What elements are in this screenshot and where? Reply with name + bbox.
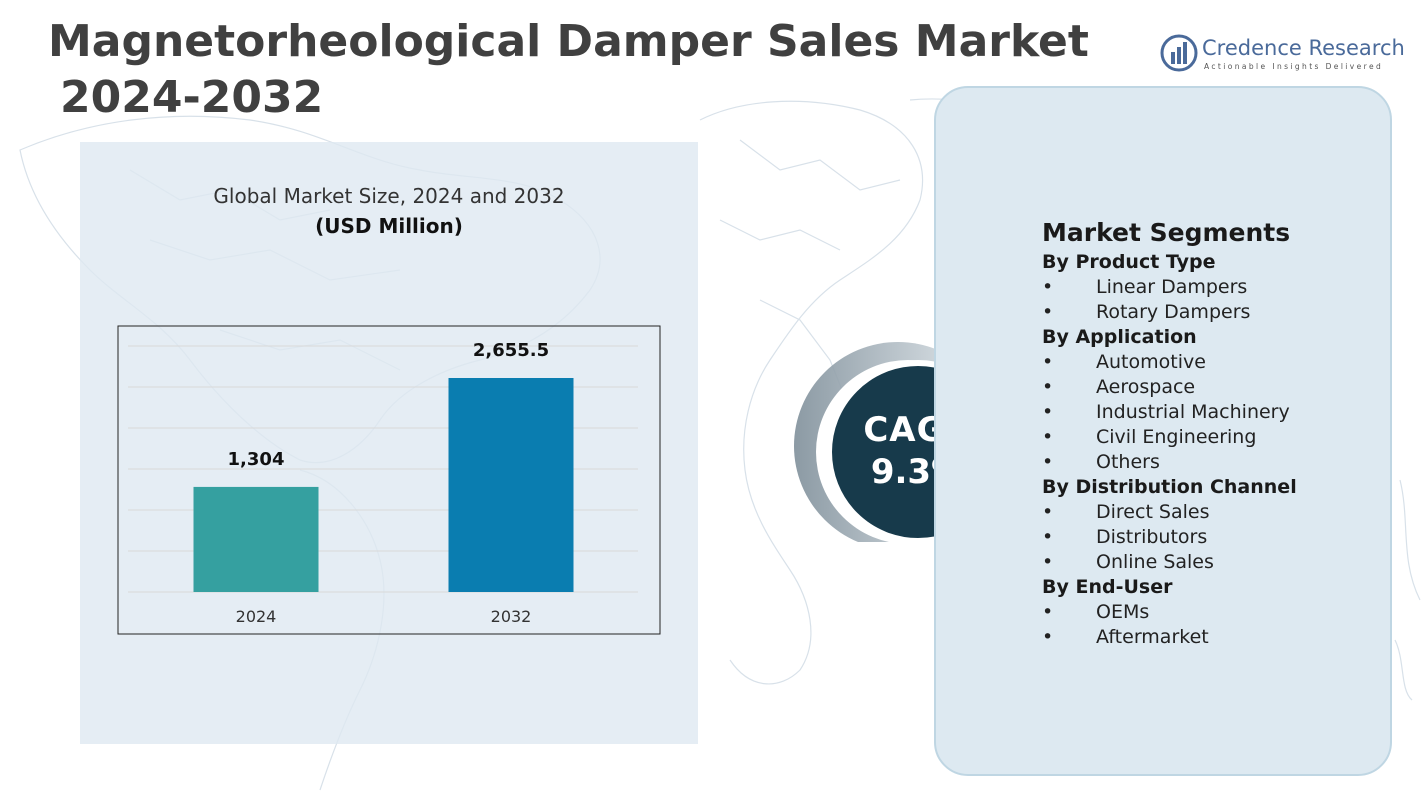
segment-group-title: By Product Type [1042,251,1216,273]
segment-item: Industrial Machinery [1042,400,1402,425]
segments-title: Market Segments [1042,218,1291,247]
chart-value-labels: 1,304 2,655.5 [228,340,550,470]
segment-item: Aftermarket [1042,625,1402,650]
chart-panel [80,142,698,744]
segment-item: Online Sales [1042,550,1402,575]
brand-logo: Credence Research Actionable Insights De… [1160,32,1405,78]
category-tick-label: 2024 [236,607,277,626]
bar-value-label: 2,655.5 [473,340,549,361]
brand-tagline: Actionable Insights Delivered [1204,62,1384,71]
segment-item: Distributors [1042,525,1402,550]
category-tick-label: 2032 [491,607,532,626]
chart-title: Global Market Size, 2024 and 2032 [213,184,565,208]
segment-group-title: By End-User [1042,576,1173,598]
brand-name: Credence Research [1202,36,1405,60]
market-size-bar-chart: 1,304 2,655.5 2024 2032 [117,325,661,635]
title-line-1: Magnetorheological Damper Sales Market [48,16,1089,67]
bar-value-label: 1,304 [228,449,285,470]
segment-item: Rotary Dampers [1042,300,1402,325]
segment-item: Linear Dampers [1042,275,1402,300]
brand-name-part-1: Credence [1202,36,1302,60]
segment-item: Automotive [1042,350,1402,375]
segment-item: Direct Sales [1042,500,1402,525]
chart-unit-label: (USD Million) [315,214,463,238]
segment-group-title: By Application [1042,326,1197,348]
title-line-2: 2024-2032 [60,72,324,123]
segment-item: OEMs [1042,600,1402,625]
segment-item: Aerospace [1042,375,1402,400]
chart-category-labels: 2024 2032 [236,607,532,626]
chart-bars [193,378,574,592]
segment-group-title: By Distribution Channel [1042,476,1297,498]
bar-chart-logo-icon [1160,34,1198,72]
market-segments-list: Market Segments By Product TypeLinear Da… [1042,216,1402,650]
page-title: Magnetorheological Damper Sales Market 2… [48,14,1089,126]
brand-name-part-2: Research [1308,36,1405,60]
segment-item: Others [1042,450,1402,475]
chart-frame [117,325,661,635]
bar-2024 [193,486,319,592]
bar-2032 [448,378,574,592]
segment-item: Civil Engineering [1042,425,1402,450]
